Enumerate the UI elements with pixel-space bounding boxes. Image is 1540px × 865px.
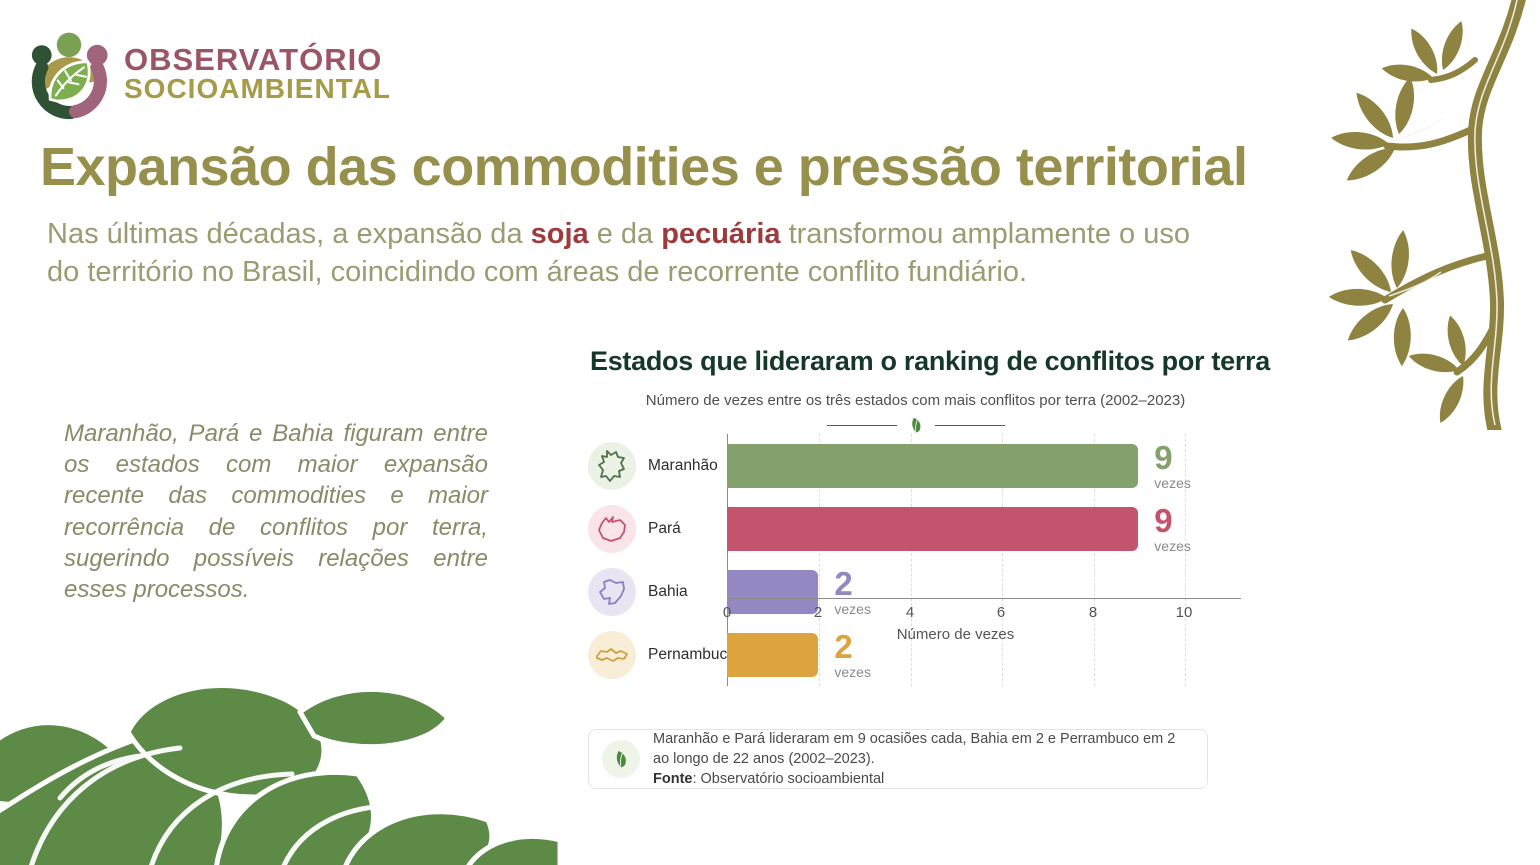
x-tick: 2: [813, 604, 823, 621]
bahia-state-icon: [588, 567, 636, 616]
bar-label: Maranhão: [648, 456, 718, 474]
chart-row-maranhao: Maranhão 9 vezes: [588, 434, 1243, 497]
bar-value-unit: vezes: [834, 601, 871, 617]
bar-value: 9 vezes: [1154, 441, 1191, 490]
bar-bahia: [727, 569, 819, 614]
brand-name-line1: OBSERVATÓRIO: [124, 41, 383, 77]
source-label: Fonte: [653, 771, 693, 788]
divider-line: [934, 424, 1005, 426]
x-tick: 4: [905, 604, 915, 621]
leaf-icon: [602, 740, 640, 778]
leaf-icon: [911, 417, 920, 433]
bar-label: Pará: [648, 519, 681, 537]
bar-value-unit: vezes: [1154, 475, 1191, 491]
source-line: Fonte: Observatório socioambiental: [653, 771, 884, 787]
x-axis-line: [727, 598, 1241, 599]
gridline: [1002, 434, 1004, 686]
intro-text: transformou amplamente o uso do territór…: [47, 218, 1190, 289]
bar-maranhao: [727, 443, 1139, 488]
bar-pernambuco: [727, 632, 819, 677]
divider-line: [826, 424, 897, 426]
bar-chart: Estados que lideraram o ranking de confl…: [588, 346, 1270, 801]
plot-grid: [727, 434, 1186, 686]
bar-value-unit: vezes: [834, 664, 871, 680]
branch-decoration: [1328, 0, 1526, 430]
aside-commentary: Maranhão, Pará e Bahia figuram entre os …: [64, 420, 488, 603]
bar-value: 2 vezes: [834, 630, 871, 679]
bar-value: 9 vezes: [1154, 504, 1191, 553]
para-state-icon: [588, 504, 636, 553]
chart-plot-area: Maranhão 9 vezes Pará: [588, 434, 1243, 686]
x-tick: 10: [1175, 604, 1193, 621]
bar-value: 2 vezes: [834, 567, 871, 616]
bar-value-number: 9: [1154, 439, 1173, 476]
source-text: : Observatório socioambiental: [692, 771, 885, 788]
bar-value-number: 9: [1154, 502, 1173, 539]
bar-value-unit: vezes: [1154, 538, 1191, 554]
intro-keyword-pecuaria: pecuária: [661, 218, 781, 250]
chart-footnote: Maranhão e Pará lideraram em 9 ocasiões …: [588, 729, 1208, 789]
chart-divider: [588, 416, 1243, 434]
pernambuco-state-icon: [588, 630, 636, 679]
foliage-decoration: [0, 683, 563, 865]
x-tick: 0: [722, 604, 732, 621]
logo-icon: [31, 32, 108, 120]
logo: OBSERVATÓRIO SOCIOAMBIENTAL: [22, 26, 391, 120]
intro-keyword-soja: soja: [530, 218, 589, 250]
gridline: [819, 434, 821, 686]
footnote-line2: ao longo de 22 anos (2002–2023).: [653, 750, 875, 767]
bar-label: Bahia: [648, 582, 688, 600]
x-tick: 6: [996, 604, 1006, 621]
gridline: [910, 434, 912, 686]
maranhao-state-icon: [588, 441, 636, 490]
bar-para: [727, 506, 1139, 551]
footnote-line1: Maranhão e Pará lideraram em 9 ocasiões …: [653, 730, 1176, 747]
bar-value-number: 2: [834, 628, 853, 665]
gridline: [1185, 434, 1186, 686]
page-title: Expansão das commodities e pressão terri…: [40, 137, 1248, 197]
chart-subtitle: Número de vezes entre os três estados co…: [645, 392, 1186, 409]
gridline: [1093, 434, 1095, 686]
chart-row-para: Pará 9 vezes: [588, 497, 1243, 560]
x-axis-label: Número de vezes: [896, 626, 1015, 643]
intro-paragraph: Nas últimas décadas, a expansão da soja …: [47, 215, 1197, 292]
intro-text: Nas últimas décadas, a expansão da: [47, 218, 531, 250]
brand-name-line2: SOCIOAMBIENTAL: [124, 72, 392, 104]
chart-row-bahia: Bahia 2 vezes: [588, 560, 1243, 623]
bar-value-number: 2: [834, 565, 853, 602]
intro-text: e da: [588, 218, 662, 250]
chart-row-pernambuco: Pernambuco 2 vezes: [588, 623, 1243, 686]
chart-title: Estados que lideraram o ranking de confl…: [590, 346, 1270, 376]
bar-label: Pernambuco: [648, 645, 736, 663]
x-tick: 8: [1088, 604, 1098, 621]
